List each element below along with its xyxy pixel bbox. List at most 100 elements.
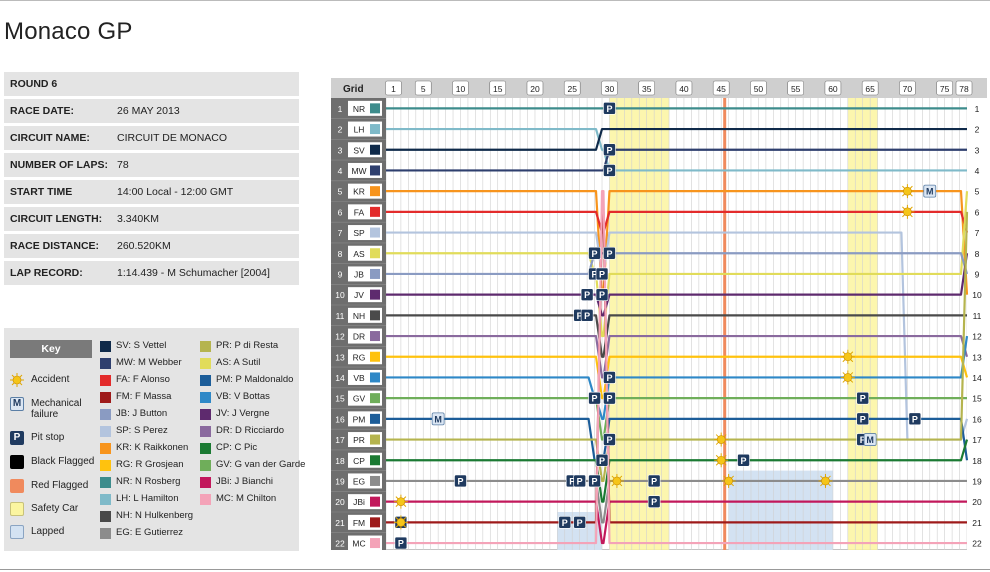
grid-driver-swatch: [370, 372, 380, 383]
safety-car-icon: [10, 502, 24, 516]
lap-tick-box: [899, 80, 916, 96]
pit-stop-marker: [603, 391, 616, 405]
accident-core: [396, 497, 406, 506]
lap-tick-label: 5: [421, 84, 426, 94]
grid-driver-code: JV: [354, 290, 364, 300]
driver-line-jv: [386, 253, 969, 317]
driver-key-label: MW: M Webber: [116, 357, 182, 368]
lap-tick-box: [936, 80, 953, 96]
info-row: CIRCUIT NAME: CIRCUIT DE MONACO: [4, 126, 299, 150]
mechanical-failure-icon: M: [10, 397, 24, 411]
grid-position-number: 9: [338, 269, 343, 279]
info-label: NUMBER OF LAPS:: [10, 159, 108, 171]
finish-column: [967, 78, 987, 550]
grid-driver-swatch: [370, 538, 380, 549]
mechanical-failure-marker: [863, 433, 877, 446]
pit-stop-marker: [603, 371, 616, 384]
grid-position-number: 11: [336, 311, 345, 321]
driver-line-dr: [386, 334, 969, 379]
info-value: 14:00 Local - 12:00 GMT: [117, 186, 234, 198]
info-label: CIRCUIT NAME:: [10, 132, 90, 144]
pit-stop-glyph: P: [606, 166, 612, 176]
accident-core: [843, 373, 853, 382]
accident-core: [724, 476, 733, 486]
lap-tick-box: [489, 80, 507, 96]
red-flag-icon: [10, 479, 24, 493]
driver-key-label: RG: R Grosjean: [116, 459, 184, 470]
driver-swatch: [200, 460, 211, 471]
driver-key-label: VB: V Bottas: [216, 391, 270, 402]
accident-marker: [393, 515, 408, 530]
pit-stop-marker: [588, 246, 601, 260]
pit-stop-marker: [737, 453, 750, 467]
page-title: Monaco GP: [4, 18, 133, 45]
grid-position-number: 14: [335, 373, 345, 383]
pit-stop-glyph: P: [584, 311, 590, 321]
pit-stop-glyph: P: [606, 145, 612, 155]
driver-swatch: [100, 341, 111, 352]
driver-key-label: JV: J Vergne: [216, 408, 270, 419]
pit-stop-marker: [603, 164, 616, 177]
lap-tick-label: 20: [530, 84, 540, 94]
info-label: CIRCUIT LENGTH:: [10, 213, 103, 225]
key-item-label: Red Flagged: [31, 480, 89, 491]
driver-swatch: [200, 494, 211, 505]
grid-driver-code: JBi: [353, 497, 365, 507]
pit-stop-glyph: P: [577, 311, 583, 321]
finish-position-number: 11: [973, 311, 982, 321]
pit-stop-glyph: P: [912, 414, 918, 424]
grid-driver-swatch: [370, 455, 380, 466]
accident-core: [612, 476, 622, 486]
grid-header-label: Grid: [343, 84, 364, 95]
info-value: 260.520KM: [117, 240, 171, 252]
key-item-label: Lapped: [31, 526, 65, 537]
grid-driver-code: PM: [353, 414, 366, 424]
grid-driver-swatch: [370, 248, 380, 259]
lap-tick-box: [750, 80, 767, 96]
grid-position-number: 18: [335, 456, 345, 466]
info-label: START TIME: [10, 186, 73, 198]
mechanical-failure-glyph: M: [866, 435, 874, 445]
pit-stop-glyph: P: [599, 456, 605, 466]
accident-core: [821, 476, 830, 486]
grid-driver-swatch: [370, 331, 380, 342]
finish-position-number: 16: [972, 414, 982, 424]
mechanical-failure-glyph: M: [434, 414, 442, 424]
driver-key-label: DR: D Ricciardo: [216, 425, 285, 436]
lap-tick-box: [601, 80, 618, 96]
key-heading: Key: [10, 340, 92, 358]
grid-position-number: 7: [338, 228, 343, 238]
pit-stop-glyph: P: [860, 394, 866, 404]
driver-key-label: GV: G van der Garde: [216, 459, 306, 470]
accident-core: [843, 352, 853, 362]
info-label: RACE DISTANCE:: [10, 240, 100, 252]
driver-key-label: CP: C Pic: [216, 442, 258, 453]
pit-stop-glyph: P: [651, 497, 657, 507]
pit-stop-glyph: P: [606, 394, 612, 404]
key-panel: Key Accident M Mechanical failure P Pit …: [4, 328, 305, 551]
finish-position-number: 15: [972, 394, 982, 404]
pit-stop-glyph: P: [860, 414, 866, 424]
grid-driver-code: GV: [353, 394, 366, 404]
lap-tick-box: [452, 80, 469, 96]
grid-position-number: 20: [335, 497, 345, 507]
driver-key-label: PM: P Maldonaldo: [216, 374, 294, 385]
lap-tick-box: [638, 80, 656, 96]
driver-key-label: LH: L Hamilton: [116, 493, 179, 504]
driver-key-label: NH: N Hulkenberg: [116, 510, 194, 521]
pit-stop-marker: [573, 516, 586, 529]
driver-swatch: [100, 477, 111, 488]
lap-tick-label: 30: [605, 84, 615, 94]
driver-swatch: [100, 443, 111, 454]
accident-marker: [900, 204, 915, 219]
driver-line-pm: [386, 417, 969, 462]
finish-position-number: 10: [972, 290, 982, 300]
finish-position-number: 17: [972, 435, 982, 445]
driver-key-label: PR: P di Resta: [216, 340, 279, 351]
grid-position-number: 4: [338, 166, 343, 176]
finish-position-number: 12: [972, 332, 982, 342]
info-row: START TIME 14:00 Local - 12:00 GMT: [4, 180, 299, 204]
pit-stop-glyph: P: [592, 269, 598, 279]
pit-stop-marker: [856, 412, 870, 426]
black-flag-icon: [10, 455, 24, 469]
